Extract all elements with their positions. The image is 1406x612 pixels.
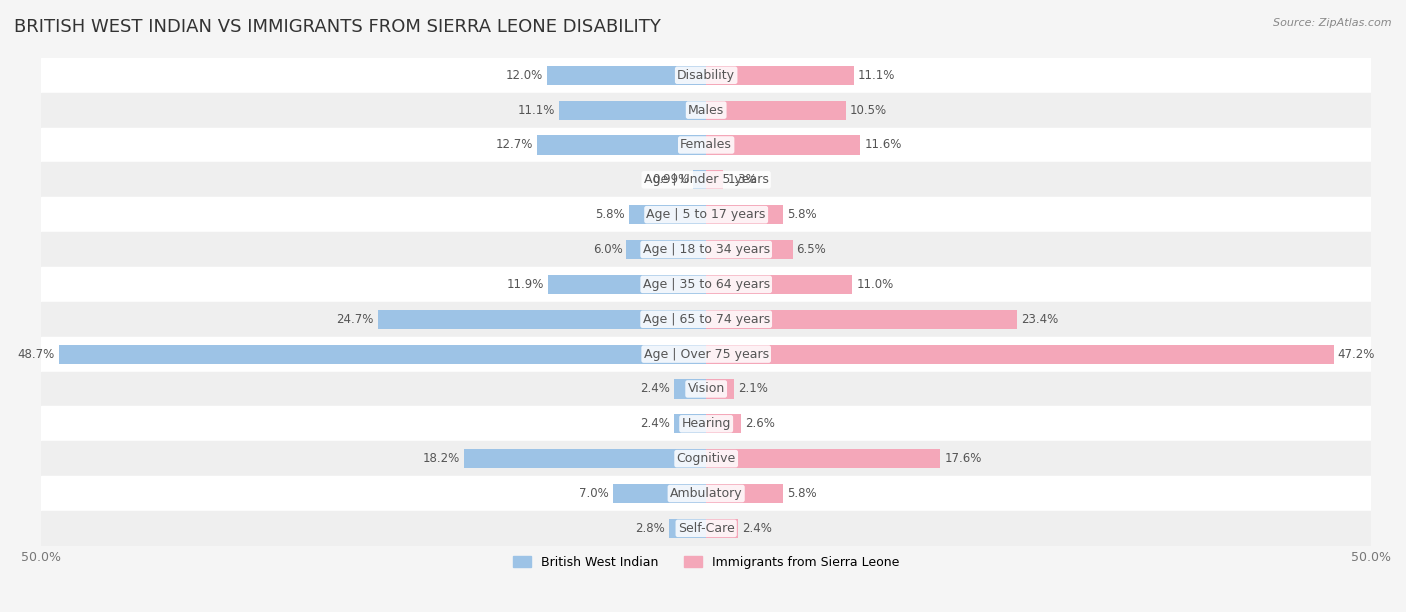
Bar <box>706 484 783 503</box>
Bar <box>41 197 1371 232</box>
Bar <box>675 414 706 433</box>
Bar <box>41 302 1371 337</box>
Bar <box>706 449 941 468</box>
Bar <box>41 127 1371 162</box>
Bar <box>706 135 860 155</box>
Bar <box>706 205 783 224</box>
Bar <box>669 519 706 538</box>
Bar <box>706 414 741 433</box>
Bar <box>41 406 1371 441</box>
Text: 12.7%: 12.7% <box>496 138 533 152</box>
Text: 0.99%: 0.99% <box>652 173 689 186</box>
Bar <box>547 65 706 85</box>
Text: 2.8%: 2.8% <box>636 522 665 535</box>
Text: 2.6%: 2.6% <box>745 417 775 430</box>
Bar <box>41 511 1371 546</box>
Text: 12.0%: 12.0% <box>505 69 543 82</box>
Text: Age | 5 to 17 years: Age | 5 to 17 years <box>647 208 766 221</box>
Bar <box>693 170 706 189</box>
Text: 11.9%: 11.9% <box>506 278 544 291</box>
Bar <box>41 267 1371 302</box>
Bar <box>41 232 1371 267</box>
Text: 1.3%: 1.3% <box>727 173 758 186</box>
Bar <box>41 441 1371 476</box>
Bar <box>706 310 1018 329</box>
Bar <box>537 135 706 155</box>
Text: 2.4%: 2.4% <box>742 522 772 535</box>
Text: Self-Care: Self-Care <box>678 522 734 535</box>
Text: 2.4%: 2.4% <box>640 417 671 430</box>
Text: 48.7%: 48.7% <box>17 348 55 360</box>
Text: Females: Females <box>681 138 733 152</box>
Text: 7.0%: 7.0% <box>579 487 609 500</box>
Text: Hearing: Hearing <box>682 417 731 430</box>
Text: Source: ZipAtlas.com: Source: ZipAtlas.com <box>1274 18 1392 28</box>
Text: 5.8%: 5.8% <box>596 208 626 221</box>
Text: BRITISH WEST INDIAN VS IMMIGRANTS FROM SIERRA LEONE DISABILITY: BRITISH WEST INDIAN VS IMMIGRANTS FROM S… <box>14 18 661 36</box>
Text: 6.0%: 6.0% <box>593 243 623 256</box>
Text: 2.1%: 2.1% <box>738 382 768 395</box>
Text: 11.6%: 11.6% <box>865 138 901 152</box>
Text: 18.2%: 18.2% <box>423 452 460 465</box>
Bar <box>706 379 734 398</box>
Text: 24.7%: 24.7% <box>336 313 374 326</box>
Bar <box>675 379 706 398</box>
Bar <box>41 162 1371 197</box>
Bar <box>628 205 706 224</box>
Bar <box>706 240 793 259</box>
Bar <box>548 275 706 294</box>
Text: 5.8%: 5.8% <box>787 208 817 221</box>
Text: 47.2%: 47.2% <box>1337 348 1375 360</box>
Bar <box>41 337 1371 371</box>
Legend: British West Indian, Immigrants from Sierra Leone: British West Indian, Immigrants from Sie… <box>508 551 905 573</box>
Bar <box>706 100 846 120</box>
Text: Age | 35 to 64 years: Age | 35 to 64 years <box>643 278 769 291</box>
Text: 5.8%: 5.8% <box>787 487 817 500</box>
Bar <box>558 100 706 120</box>
Bar <box>706 345 1334 364</box>
Bar <box>613 484 706 503</box>
Text: Cognitive: Cognitive <box>676 452 735 465</box>
Text: Disability: Disability <box>678 69 735 82</box>
Bar <box>706 519 738 538</box>
Text: 6.5%: 6.5% <box>797 243 827 256</box>
Text: 10.5%: 10.5% <box>849 103 887 117</box>
Text: Ambulatory: Ambulatory <box>669 487 742 500</box>
Text: 11.0%: 11.0% <box>856 278 894 291</box>
Bar <box>41 58 1371 92</box>
Text: Age | Over 75 years: Age | Over 75 years <box>644 348 769 360</box>
Bar <box>41 476 1371 511</box>
Text: 11.1%: 11.1% <box>517 103 554 117</box>
Text: Age | 18 to 34 years: Age | 18 to 34 years <box>643 243 769 256</box>
Bar <box>706 65 853 85</box>
Bar <box>41 92 1371 127</box>
Text: 17.6%: 17.6% <box>945 452 981 465</box>
Text: Vision: Vision <box>688 382 725 395</box>
Bar <box>706 275 852 294</box>
Text: Males: Males <box>688 103 724 117</box>
Bar <box>59 345 706 364</box>
Bar <box>41 371 1371 406</box>
Bar <box>464 449 706 468</box>
Bar <box>706 170 724 189</box>
Bar <box>627 240 706 259</box>
Text: Age | 65 to 74 years: Age | 65 to 74 years <box>643 313 770 326</box>
Text: 2.4%: 2.4% <box>640 382 671 395</box>
Text: Age | Under 5 years: Age | Under 5 years <box>644 173 769 186</box>
Bar <box>378 310 706 329</box>
Text: 11.1%: 11.1% <box>858 69 896 82</box>
Text: 23.4%: 23.4% <box>1021 313 1059 326</box>
